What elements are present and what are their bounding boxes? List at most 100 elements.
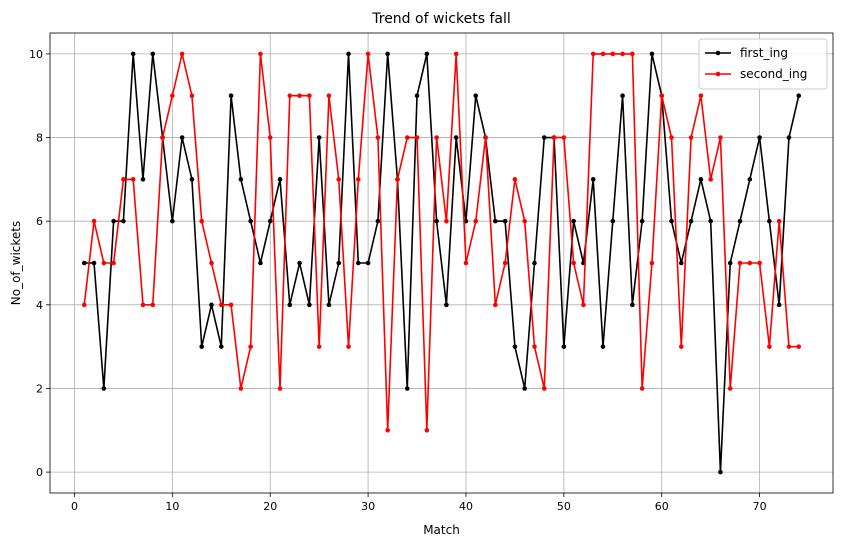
data-point [776,218,782,224]
data-point [737,260,743,266]
data-point [444,302,449,308]
data-point [776,302,782,308]
data-point [189,93,195,99]
data-point [678,344,684,349]
data-point [561,135,567,140]
data-point [385,51,390,57]
data-point [101,260,107,266]
data-point [228,302,234,308]
data-point [365,51,371,57]
data-point [130,51,136,57]
data-point [375,135,381,140]
data-point [150,51,156,57]
data-point [620,51,625,57]
plot-frame [49,32,834,494]
data-point [522,218,527,224]
data-point [786,344,792,349]
data-point [297,93,302,99]
data-point [316,344,322,349]
data-point [238,177,244,182]
data-point [522,386,527,391]
legend-label: second_ing [740,67,807,81]
data-point [708,218,713,224]
data-point [590,51,596,57]
y-tick-label: 8 [36,132,43,145]
data-point [277,177,283,182]
x-tick-label: 70 [753,500,767,513]
data-point [365,260,371,266]
data-point [630,51,635,57]
data-point [649,51,655,57]
data-point [91,218,97,224]
data-point [708,177,713,182]
legend-swatch-marker [715,71,721,77]
legend-label: first_ing [740,46,788,60]
data-point [81,302,87,308]
data-point [473,218,479,224]
legend-box [698,38,828,90]
data-point [297,260,302,266]
data-point [747,177,753,182]
y-tick-label: 6 [36,215,43,228]
data-point [277,386,283,391]
data-point [571,260,576,266]
data-point [610,51,616,57]
data-point [747,260,753,266]
data-point [669,218,674,224]
data-point [404,135,410,140]
legend-swatch-marker [715,50,721,56]
data-point [483,135,488,140]
data-point [209,302,214,308]
series-first_ing [81,51,802,475]
data-point [659,93,665,99]
grid [50,33,833,493]
x-tick-label: 20 [263,500,277,513]
data-point [434,135,439,140]
x-tick-label: 0 [71,500,78,513]
data-point [101,386,107,391]
data-point [512,344,518,349]
data-point [600,344,606,349]
data-point [669,135,674,140]
series-line-first_ing [84,53,800,473]
x-tick-label: 40 [459,500,473,513]
legend-item-second_ing: second_ing [705,67,807,81]
data-point [737,218,743,224]
data-point [121,218,126,224]
data-point [767,344,772,349]
x-tick-label: 30 [361,500,375,513]
data-point [473,93,479,99]
data-point [590,177,596,182]
data-point [786,135,792,140]
data-point [453,135,459,140]
data-point [248,218,253,224]
data-point [434,218,439,224]
data-point [346,344,351,349]
data-point [444,218,449,224]
x-tick-label: 10 [165,500,179,513]
data-point [610,218,616,224]
data-point [218,302,224,308]
data-point [287,302,293,308]
series-line-second_ing [83,53,799,432]
data-point [91,260,97,266]
data-point [228,93,234,99]
data-point [287,93,293,99]
data-point [424,51,430,57]
data-point [757,135,762,140]
data-point [375,218,381,224]
x-tick-label: 50 [557,500,571,513]
data-point [316,135,322,140]
data-point [424,427,430,433]
y-tick-label: 0 [36,466,43,479]
series-layer [81,51,802,475]
data-point [385,427,390,433]
data-point [111,260,116,266]
data-point [307,302,312,308]
data-point [767,218,772,224]
data-point [199,344,205,349]
chart-title: Trend of wickets fall [371,11,511,27]
data-point [561,344,567,349]
data-point [639,386,645,391]
